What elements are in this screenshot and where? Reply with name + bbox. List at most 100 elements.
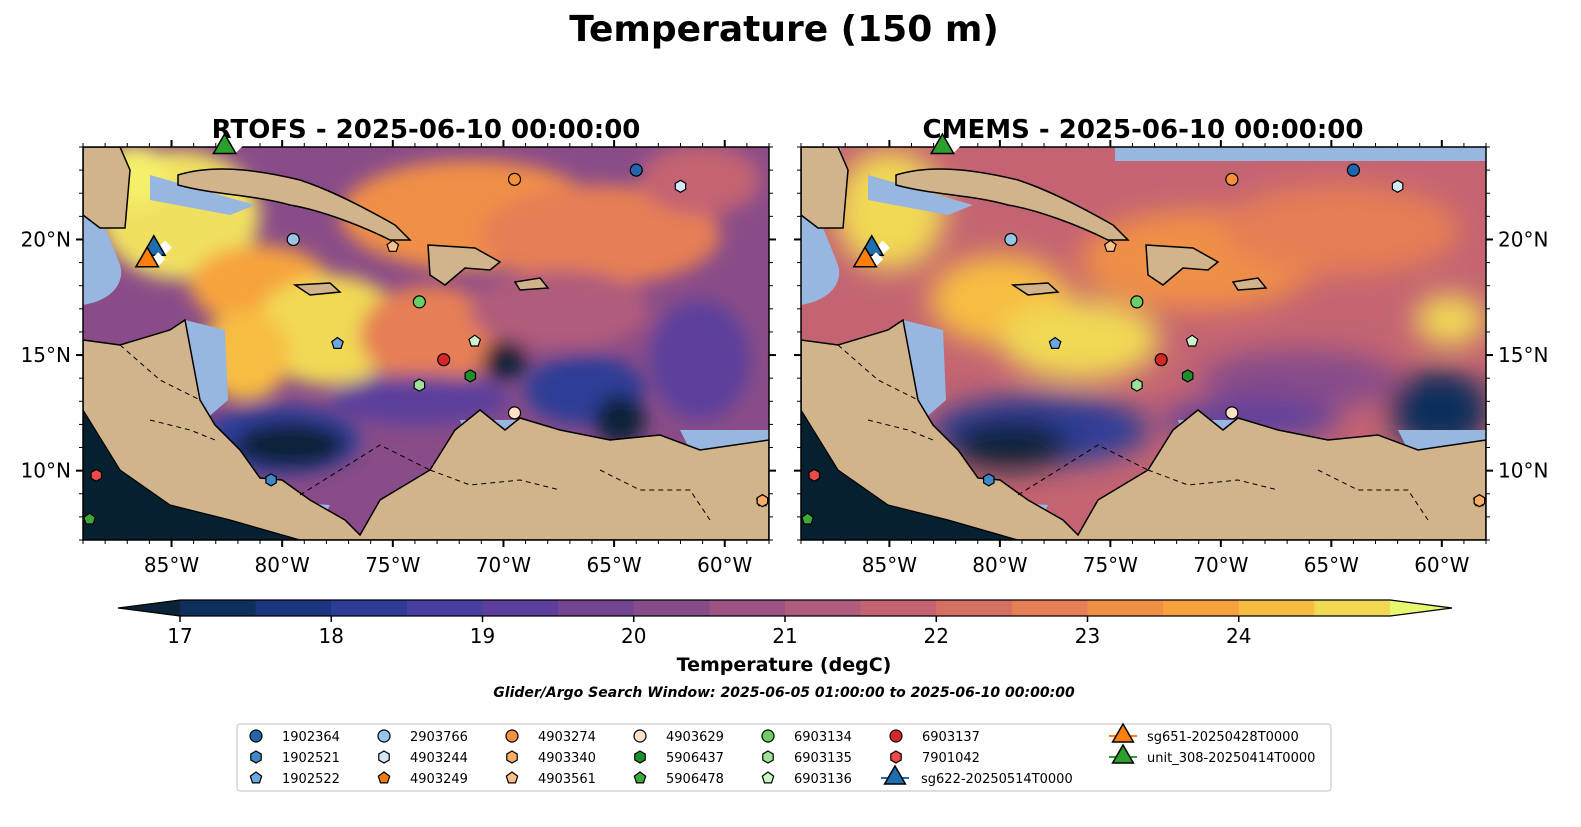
x-tick-label: 60°W (697, 553, 752, 577)
colorbar-label: Temperature (degC) (677, 654, 892, 676)
legend-item: 4903340 (506, 750, 596, 766)
colorbar-segment (482, 600, 559, 616)
legend-label: 4903249 (410, 772, 468, 787)
rtofs-argo-4903561 (386, 239, 400, 252)
figure-title: Temperature (150 m) (569, 9, 999, 50)
legend-label: 6903136 (794, 772, 852, 787)
rtofs-argo-1902364 (629, 163, 643, 177)
legend-label: sg622-20250514T0000 (921, 772, 1073, 787)
legend-item: 5906478 (633, 771, 724, 787)
cmems-argo-1902364 (1346, 163, 1361, 177)
x-tick-label: 70°W (476, 553, 531, 577)
x-tick-label: 85°W (862, 553, 917, 577)
cmems-argo-6903137 (1154, 353, 1168, 367)
cmems-temperature-field (801, 147, 1486, 540)
legend-label: 2903766 (410, 730, 468, 745)
legend-item: unit_308-20250414T0000 (1109, 743, 1315, 766)
legend-label: sg651-20250428T0000 (1147, 730, 1299, 745)
y-tick-label: 15°N (1498, 343, 1548, 367)
legend-item: 5906437 (634, 750, 724, 766)
legend-label: 5906478 (666, 772, 724, 787)
legend-item: 4903274 (505, 729, 596, 745)
legend-label: 1902521 (282, 751, 340, 766)
legend-marker-5906478 (633, 771, 647, 784)
rtofs-panel-title: RTOFS - 2025-06-10 00:00:00 (212, 115, 641, 145)
rtofs-argo-4903629 (507, 406, 522, 420)
legend-label: 4903561 (538, 772, 596, 787)
colorbar-segment (331, 600, 408, 616)
cmems-argo-4903274 (1225, 172, 1239, 186)
legend-marker-1902364 (249, 729, 263, 743)
colorbar-tick-label: 17 (167, 624, 192, 648)
x-tick-label: 65°W (1304, 553, 1359, 577)
rtofs-argo-5906478 (83, 512, 97, 525)
x-tick-label: 60°W (1414, 553, 1469, 577)
legend-label: unit_308-20250414T0000 (1147, 751, 1315, 766)
legend-label: 6903135 (794, 751, 852, 766)
cmems-argo-2903766 (1004, 232, 1018, 247)
legend-marker-6903135 (762, 750, 774, 764)
legend-item: 4903244 (378, 750, 468, 766)
legend-marker-4903629 (633, 729, 647, 743)
rtofs-temperature-field (83, 147, 769, 540)
rtofs-map-panel: RTOFS - 2025-06-10 00:00:00 (21, 115, 776, 577)
y-tick-label: 20°N (21, 227, 71, 251)
colorbar-segment (785, 600, 862, 616)
colorbar-tick-label: 23 (1075, 624, 1100, 648)
cmems-glider-unit_308-20250414T0000 (929, 132, 956, 155)
legend-item: 6903137 (889, 729, 980, 745)
x-tick-label: 85°W (144, 553, 199, 577)
legend-marker-5906437 (634, 750, 646, 764)
rtofs-axes: 85°W 80°W 75°W 70°W 65°W 60°W 10°N 15°N 20°N (21, 140, 776, 577)
rtofs-markers (83, 132, 769, 525)
cmems-argo-6903134 (1130, 295, 1144, 309)
rtofs-argo-4903340 (756, 494, 769, 508)
cmems-map-panel: CMEMS - 2025-06-10 00:00:00 (794, 115, 1548, 577)
legend-marker-1902521 (250, 750, 262, 764)
legend-marker-1902522 (249, 771, 263, 784)
x-tick-label: 75°W (1083, 553, 1138, 577)
cmems-argo-4903629 (1225, 406, 1239, 420)
colorbar-segment (1238, 600, 1315, 616)
legend-marker-4903244 (378, 750, 390, 764)
colorbar-segment (860, 600, 937, 616)
rtofs-argo-2903766 (286, 232, 300, 247)
legend-item: 4903561 (505, 771, 596, 787)
colorbar-segment (936, 600, 1013, 616)
cmems-glider-sg651-20250428T0000 (852, 245, 878, 268)
cmems-map-frame (800, 146, 1487, 541)
legend-label: 1902364 (282, 730, 340, 745)
legend-item: 1902364 (249, 729, 340, 745)
cmems-argo-5906478 (801, 512, 815, 525)
colorbar-tick-label: 21 (772, 624, 797, 648)
legend-label: 7901042 (922, 751, 980, 766)
x-tick-label: 80°W (972, 553, 1027, 577)
cmems-argo-7901042 (808, 468, 821, 482)
legend-item: 6903134 (761, 729, 852, 745)
legend-marker-unit_308-20250414T0000 (1111, 743, 1135, 764)
legend-marker-sg651-20250428T0000 (1111, 722, 1135, 743)
colorbar-segment (1163, 600, 1240, 616)
colorbar-segment (180, 600, 257, 616)
rtofs-argo-1902521 (265, 473, 277, 487)
legend-item: 6903136 (761, 771, 852, 787)
colorbar: 17 18 19 20 21 22 23 24 (117, 599, 1453, 648)
cmems-markers (801, 132, 1486, 525)
cmems-argo-4903340 (1473, 494, 1486, 508)
legend-item: 7901042 (890, 750, 980, 766)
legend-item: 6903135 (762, 750, 852, 766)
cmems-argo-4903561 (1103, 239, 1117, 252)
cmems-argo-1902522 (1048, 336, 1062, 349)
x-tick-label: 65°W (586, 553, 641, 577)
rtofs-argo-4903244 (674, 179, 687, 193)
legend-marker-2903766 (377, 729, 391, 743)
x-tick-label: 75°W (365, 553, 420, 577)
rtofs-argo-6903134 (412, 295, 426, 309)
cmems-argo-6903136 (1185, 334, 1199, 347)
rtofs-glider-sg651-20250428T0000 (134, 245, 160, 268)
colorbar-segment (255, 600, 332, 616)
rtofs-argo-4903274 (507, 172, 522, 186)
y-tick-label: 20°N (1498, 227, 1548, 251)
y-tick-label: 10°N (21, 459, 71, 483)
